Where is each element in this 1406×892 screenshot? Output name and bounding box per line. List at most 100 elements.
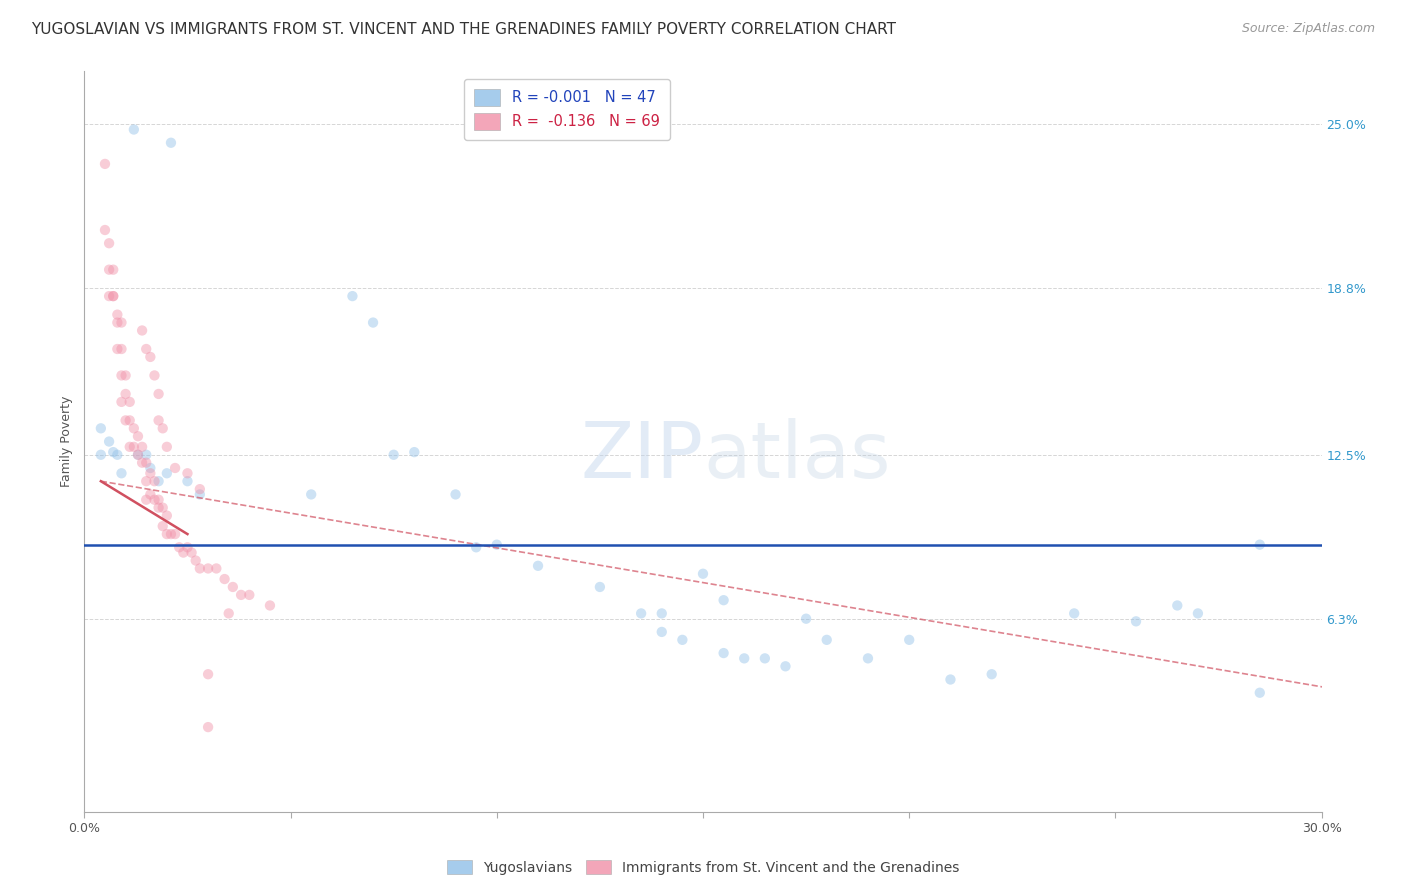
Point [651, 607, 673, 621]
Point [671, 632, 693, 647]
Point [794, 612, 817, 626]
Point [148, 500, 170, 515]
Point [103, 262, 125, 277]
Point [713, 593, 735, 607]
Point [118, 440, 141, 454]
Text: YUGOSLAVIAN VS IMMIGRANTS FROM ST. VINCENT AND THE GRENADINES FAMILY POVERTY COR: YUGOSLAVIAN VS IMMIGRANTS FROM ST. VINCE… [31, 22, 896, 37]
Text: atlas: atlas [703, 418, 890, 494]
Point [122, 122, 145, 136]
Point [1063, 607, 1085, 621]
Point [180, 546, 202, 560]
Point [110, 395, 132, 409]
Point [176, 467, 198, 481]
Point [299, 487, 322, 501]
Point [713, 646, 735, 660]
Point [148, 492, 170, 507]
Point [229, 588, 252, 602]
Point [188, 482, 211, 496]
Point [222, 580, 245, 594]
Y-axis label: Family Poverty: Family Poverty [60, 396, 73, 487]
Point [188, 561, 211, 575]
Point [160, 527, 183, 541]
Point [127, 448, 149, 462]
Point [172, 546, 194, 560]
Point [103, 289, 125, 303]
Point [1187, 607, 1209, 621]
Point [105, 316, 128, 330]
Point [152, 519, 174, 533]
Point [110, 342, 132, 356]
Point [630, 607, 652, 621]
Text: ZIP: ZIP [581, 418, 703, 494]
Point [754, 651, 776, 665]
Point [589, 580, 612, 594]
Point [135, 492, 157, 507]
Point [218, 607, 240, 621]
Point [105, 308, 128, 322]
Point [527, 558, 550, 573]
Point [135, 342, 157, 356]
Point [1125, 615, 1147, 629]
Point [135, 474, 157, 488]
Point [184, 553, 207, 567]
Point [165, 527, 187, 541]
Point [238, 588, 260, 602]
Legend: Yugoslavians, Immigrants from St. Vincent and the Grenadines: Yugoslavians, Immigrants from St. Vincen… [441, 855, 965, 880]
Point [114, 368, 136, 383]
Point [1249, 538, 1271, 552]
Point [404, 445, 426, 459]
Point [139, 467, 162, 481]
Point [197, 561, 219, 575]
Point [188, 487, 211, 501]
Point [90, 448, 112, 462]
Point [156, 440, 179, 454]
Point [94, 223, 117, 237]
Point [148, 474, 170, 488]
Point [775, 659, 797, 673]
Point [733, 651, 755, 665]
Point [143, 368, 166, 383]
Point [98, 262, 121, 277]
Point [361, 316, 384, 330]
Point [114, 413, 136, 427]
Point [156, 467, 179, 481]
Point [148, 413, 170, 427]
Point [94, 157, 117, 171]
Point [259, 599, 281, 613]
Point [156, 508, 179, 523]
Point [135, 448, 157, 462]
Point [127, 448, 149, 462]
Point [856, 651, 879, 665]
Point [1249, 686, 1271, 700]
Point [139, 350, 162, 364]
Point [139, 461, 162, 475]
Point [176, 541, 198, 555]
Point [143, 492, 166, 507]
Point [197, 667, 219, 681]
Point [103, 445, 125, 459]
Point [139, 487, 162, 501]
Point [127, 429, 149, 443]
Point [898, 632, 921, 647]
Point [110, 467, 132, 481]
Point [167, 541, 190, 555]
Point [135, 456, 157, 470]
Point [105, 342, 128, 356]
Point [131, 440, 153, 454]
Point [342, 289, 364, 303]
Point [122, 421, 145, 435]
Point [205, 561, 228, 575]
Point [98, 236, 121, 251]
Point [197, 720, 219, 734]
Point [98, 434, 121, 449]
Point [939, 673, 962, 687]
Point [980, 667, 1002, 681]
Point [131, 456, 153, 470]
Point [105, 448, 128, 462]
Point [148, 387, 170, 401]
Point [156, 527, 179, 541]
Text: Source: ZipAtlas.com: Source: ZipAtlas.com [1241, 22, 1375, 36]
Point [176, 474, 198, 488]
Point [485, 538, 508, 552]
Legend: R = -0.001   N = 47, R =  -0.136   N = 69: R = -0.001 N = 47, R = -0.136 N = 69 [464, 78, 671, 140]
